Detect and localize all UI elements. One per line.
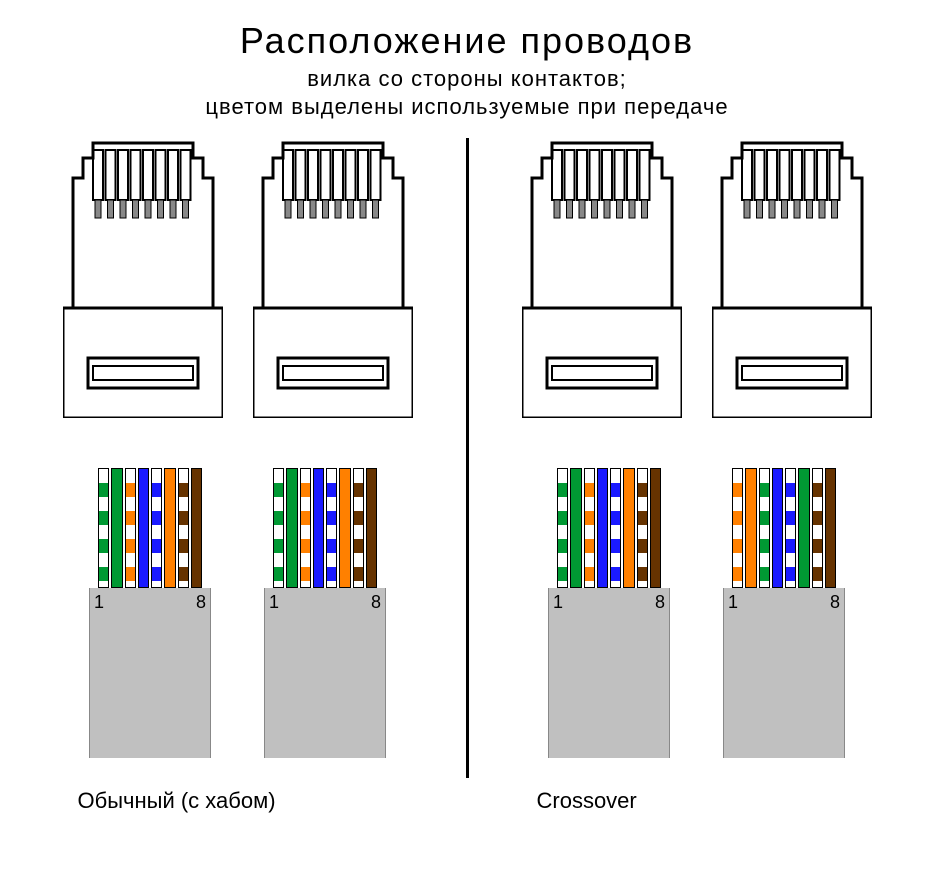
wire-striped [272, 468, 285, 588]
wire-solid [163, 468, 176, 588]
pin-number-8: 8 [371, 592, 381, 613]
pin-number-1: 1 [728, 592, 738, 613]
wire-striped [636, 468, 649, 588]
connectors-row-left [63, 138, 413, 418]
wire-solid [824, 468, 837, 588]
wire-solid [744, 468, 757, 588]
wire-solid [312, 468, 325, 588]
wires-group [731, 468, 837, 588]
rj45-connector [63, 138, 223, 418]
wire-solid [338, 468, 351, 588]
wire-solid [569, 468, 582, 588]
wire-striped [177, 468, 190, 588]
connectors-row-right [522, 138, 872, 418]
wire-striped [784, 468, 797, 588]
wire-solid [771, 468, 784, 588]
wires-group [556, 468, 662, 588]
sections-row: 1 8 1 8 Обычный (с хабом) [0, 138, 934, 814]
wire-striped [150, 468, 163, 588]
pin-number-1: 1 [553, 592, 563, 613]
cable-crossover-b: 1 8 [712, 468, 857, 758]
wire-striped [299, 468, 312, 588]
cables-row-right: 1 8 1 8 [537, 468, 857, 758]
diagram-container: Расположение проводов вилка со стороны к… [0, 0, 934, 814]
rj45-connector [712, 138, 872, 418]
wire-striped [325, 468, 338, 588]
pin-number-1: 1 [94, 592, 104, 613]
wire-striped [811, 468, 824, 588]
wire-solid [110, 468, 123, 588]
wire-solid [285, 468, 298, 588]
cable-jacket: 1 8 [89, 588, 211, 758]
wire-striped [731, 468, 744, 588]
cable-crossover-a: 1 8 [537, 468, 682, 758]
wire-solid [622, 468, 635, 588]
section-straight: 1 8 1 8 Обычный (с хабом) [18, 138, 458, 814]
pin-number-8: 8 [655, 592, 665, 613]
wire-striped [609, 468, 622, 588]
wire-solid [137, 468, 150, 588]
wire-striped [583, 468, 596, 588]
page-title: Расположение проводов [0, 20, 934, 62]
cable-straight-b: 1 8 [253, 468, 398, 758]
pin-number-8: 8 [196, 592, 206, 613]
cable-jacket: 1 8 [264, 588, 386, 758]
wires-group [97, 468, 203, 588]
wire-solid [190, 468, 203, 588]
wire-striped [352, 468, 365, 588]
cable-jacket: 1 8 [723, 588, 845, 758]
wire-solid [649, 468, 662, 588]
wire-striped [758, 468, 771, 588]
rj45-connector [522, 138, 682, 418]
pin-number-8: 8 [830, 592, 840, 613]
rj45-connector [253, 138, 413, 418]
subtitle-line-2: цветом выделены используемые при передач… [0, 94, 934, 120]
wire-striped [556, 468, 569, 588]
wire-solid [596, 468, 609, 588]
vertical-divider [466, 138, 469, 778]
wire-striped [97, 468, 110, 588]
section-crossover: 1 8 1 8 Crossover [477, 138, 917, 814]
wire-solid [797, 468, 810, 588]
cables-row-left: 1 8 1 8 [78, 468, 398, 758]
caption-crossover: Crossover [477, 788, 917, 814]
wire-striped [124, 468, 137, 588]
caption-straight: Обычный (с хабом) [18, 788, 458, 814]
pin-number-1: 1 [269, 592, 279, 613]
wire-solid [365, 468, 378, 588]
subtitle-line-1: вилка со стороны контактов; [0, 66, 934, 92]
wires-group [272, 468, 378, 588]
cable-jacket: 1 8 [548, 588, 670, 758]
cable-straight-a: 1 8 [78, 468, 223, 758]
